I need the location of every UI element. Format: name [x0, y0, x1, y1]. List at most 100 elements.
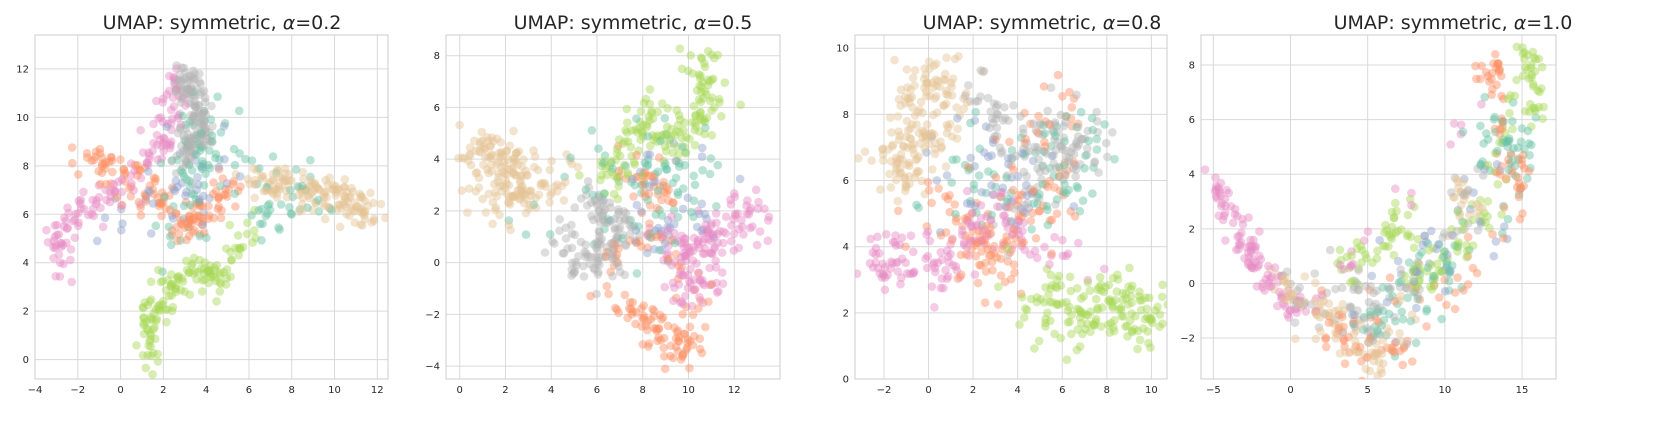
scatter-point [206, 273, 216, 282]
scatter-point [1443, 254, 1452, 263]
scatter-point [155, 300, 165, 309]
scatter-point [1406, 316, 1416, 326]
scatter-point [947, 178, 956, 187]
scatter-point [165, 191, 174, 200]
scatter-point [67, 277, 76, 287]
scatter-point [196, 128, 206, 138]
scatter-point [649, 172, 659, 182]
scatter-point [70, 215, 79, 225]
scatter-point [1312, 311, 1322, 320]
scatter-point [169, 72, 178, 82]
scatter-point [955, 110, 964, 120]
scatter-point [1379, 241, 1388, 250]
scatter-point [1283, 279, 1293, 289]
scatter-point [674, 162, 684, 171]
scatter-point [182, 79, 192, 89]
scatter-point [1246, 261, 1256, 270]
scatter-point [1046, 270, 1056, 280]
scatter-point [1315, 313, 1325, 322]
scatter-point [1488, 84, 1497, 94]
scatter-point [1022, 191, 1032, 200]
scatter-point [1008, 185, 1018, 195]
scatter-point [636, 167, 645, 177]
scatter-point [901, 186, 910, 196]
scatter-point [663, 225, 673, 235]
scatter-point [680, 118, 689, 127]
scatter-point [247, 211, 256, 220]
scatter-point [174, 271, 184, 281]
scatter-point [879, 150, 888, 159]
scatter-point [1340, 359, 1350, 369]
scatter-point [611, 155, 621, 165]
scatter-point [966, 199, 976, 209]
scatter-point [1028, 187, 1037, 197]
scatter-point [159, 296, 168, 306]
scatter-point [204, 160, 213, 170]
scatter-point [179, 171, 189, 181]
x-tick-label: 8 [640, 385, 646, 396]
scatter-point [197, 220, 207, 230]
scatter-point [504, 164, 513, 174]
scatter-point [1510, 91, 1520, 101]
scatter-point [151, 305, 161, 314]
scatter-point [1038, 130, 1048, 140]
y-tick-label: 6 [1189, 115, 1195, 126]
scatter-point [1056, 141, 1065, 151]
scatter-point [1449, 231, 1458, 241]
scatter-point [1417, 248, 1426, 257]
scatter-point [268, 169, 278, 179]
scatter-point [1455, 212, 1464, 221]
scatter-point [189, 120, 199, 130]
scatter-point [908, 144, 918, 154]
scatter-point [605, 162, 614, 171]
scatter-point [1013, 172, 1023, 181]
scatter-point [151, 316, 161, 326]
scatter-point [1462, 246, 1472, 256]
scatter-point [133, 161, 142, 170]
scatter-point [931, 138, 940, 148]
scatter-point [207, 131, 217, 140]
scatter-point [63, 203, 72, 212]
scatter-point [688, 310, 698, 320]
scatter-point [186, 144, 196, 154]
scatter-point [917, 126, 927, 135]
scatter-point [54, 250, 64, 259]
scatter-point [96, 179, 105, 189]
scatter-point [658, 313, 668, 322]
scatter-point [1049, 151, 1058, 160]
scatter-point [1447, 225, 1456, 234]
scatter-point [1384, 327, 1394, 337]
scatter-point [200, 116, 209, 126]
scatter-point [181, 191, 190, 200]
scatter-point [941, 89, 951, 99]
scatter-point [332, 188, 342, 197]
scatter-point [932, 92, 941, 101]
scatter-point [594, 192, 604, 201]
scatter-point [198, 156, 207, 166]
scatter-point [659, 333, 669, 343]
scatter-point [931, 75, 941, 84]
scatter-point [1108, 301, 1117, 311]
scatter-point [50, 221, 60, 230]
scatter-point [1007, 230, 1017, 239]
scatter-point [185, 146, 195, 155]
scatter-point [190, 92, 199, 101]
scatter-point [280, 164, 290, 173]
scatter-point [1491, 237, 1501, 246]
scatter-point [1525, 107, 1534, 116]
scatter-point [707, 279, 716, 289]
scatter-point [134, 197, 144, 207]
scatter-point [586, 291, 595, 301]
scatter-point [1033, 182, 1042, 192]
scatter-point [1370, 322, 1379, 332]
scatter-point [181, 159, 191, 168]
scatter-point [1527, 73, 1536, 82]
scatter-point [145, 151, 154, 160]
scatter-point [1238, 220, 1248, 229]
scatter-point [966, 153, 975, 163]
scatter-point [280, 176, 290, 186]
scatter-point [1033, 146, 1043, 155]
scatter-point [696, 276, 705, 285]
scatter-point [509, 158, 519, 167]
scatter-point [597, 162, 607, 171]
